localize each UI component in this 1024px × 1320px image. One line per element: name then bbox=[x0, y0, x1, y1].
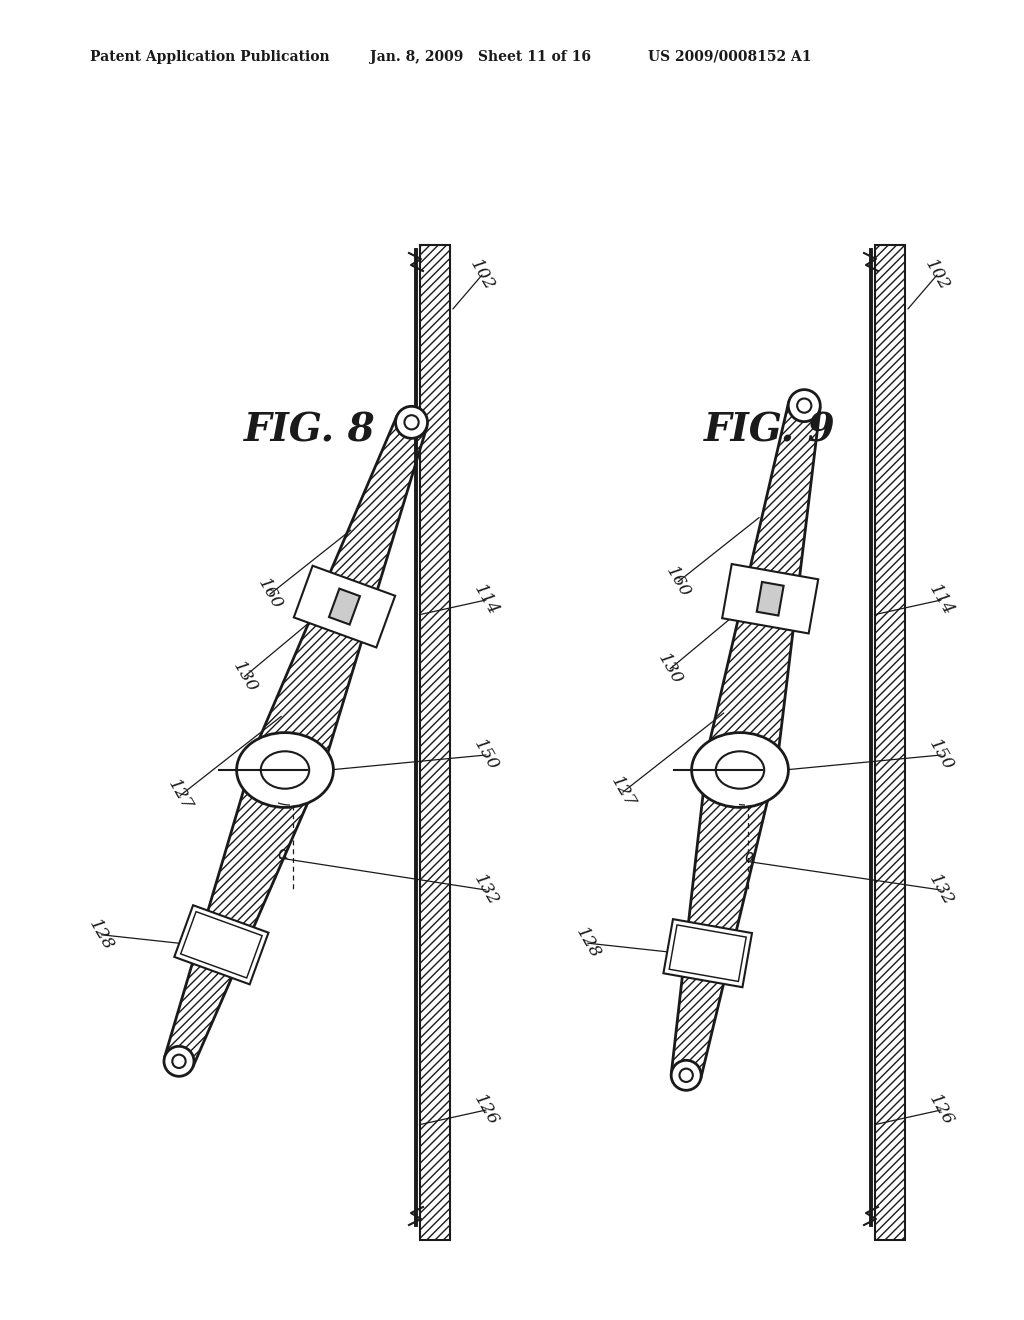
Text: 128: 128 bbox=[86, 916, 117, 953]
Circle shape bbox=[164, 1047, 194, 1076]
Polygon shape bbox=[705, 403, 820, 776]
Polygon shape bbox=[664, 919, 752, 987]
Circle shape bbox=[172, 1055, 185, 1068]
Text: 150: 150 bbox=[926, 737, 956, 774]
Text: Patent Application Publication: Patent Application Publication bbox=[90, 50, 330, 63]
Text: Jan. 8, 2009   Sheet 11 of 16: Jan. 8, 2009 Sheet 11 of 16 bbox=[370, 50, 591, 63]
Polygon shape bbox=[722, 564, 818, 634]
Text: 128: 128 bbox=[572, 924, 603, 962]
Polygon shape bbox=[420, 246, 450, 1239]
Circle shape bbox=[680, 1069, 693, 1082]
Text: 102: 102 bbox=[466, 256, 498, 293]
Text: FIG. 8: FIG. 8 bbox=[244, 411, 376, 449]
Text: 127: 127 bbox=[165, 777, 196, 814]
Polygon shape bbox=[672, 764, 773, 1078]
Text: 150: 150 bbox=[470, 737, 502, 774]
Text: 132: 132 bbox=[926, 871, 956, 908]
Text: FIG. 9: FIG. 9 bbox=[705, 411, 836, 449]
Ellipse shape bbox=[261, 751, 309, 789]
Circle shape bbox=[404, 416, 419, 429]
Polygon shape bbox=[874, 246, 905, 1239]
Circle shape bbox=[395, 407, 428, 438]
Text: US 2009/0008152 A1: US 2009/0008152 A1 bbox=[648, 50, 811, 63]
Text: 126: 126 bbox=[470, 1092, 502, 1129]
Ellipse shape bbox=[716, 751, 764, 789]
Text: α: α bbox=[744, 847, 756, 866]
Text: 130: 130 bbox=[229, 659, 260, 696]
Text: 127: 127 bbox=[607, 774, 638, 810]
Text: 114: 114 bbox=[926, 582, 956, 619]
Text: 132: 132 bbox=[470, 871, 502, 908]
Text: 160: 160 bbox=[254, 576, 286, 612]
Circle shape bbox=[671, 1060, 701, 1090]
Ellipse shape bbox=[237, 733, 334, 808]
Text: 114: 114 bbox=[470, 582, 502, 619]
Text: 130: 130 bbox=[654, 651, 686, 688]
Text: 126: 126 bbox=[926, 1092, 956, 1129]
Text: 102: 102 bbox=[922, 256, 952, 293]
Polygon shape bbox=[251, 417, 427, 783]
Polygon shape bbox=[329, 589, 360, 624]
Circle shape bbox=[788, 389, 820, 421]
Polygon shape bbox=[165, 759, 317, 1067]
Ellipse shape bbox=[691, 733, 788, 808]
Text: 160: 160 bbox=[663, 564, 694, 601]
Text: α: α bbox=[278, 845, 289, 863]
Polygon shape bbox=[757, 582, 783, 615]
Circle shape bbox=[797, 399, 811, 413]
Polygon shape bbox=[174, 906, 268, 985]
Polygon shape bbox=[294, 566, 395, 647]
